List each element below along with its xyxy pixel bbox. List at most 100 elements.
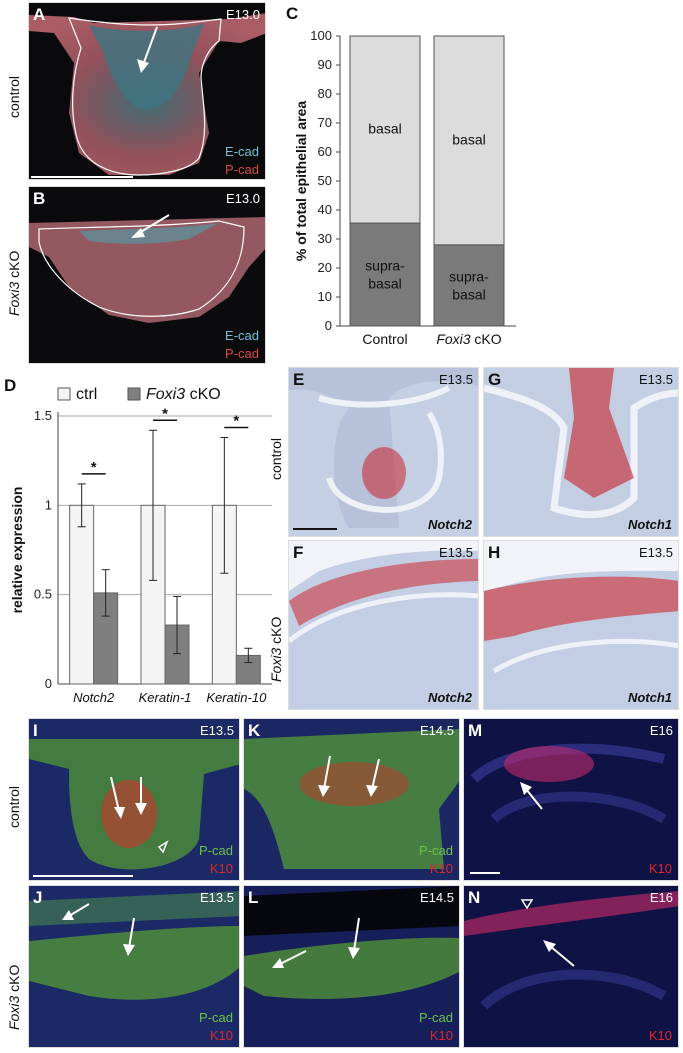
- c-ytick-label: 40: [318, 202, 332, 217]
- panel-i-image: I E13.5 P-cad K10: [28, 718, 240, 881]
- panel-b-stage: E13.0: [226, 191, 260, 206]
- panel-g-gene: Notch1: [627, 517, 672, 532]
- c-bar-basal: [433, 35, 505, 246]
- scale-bar: [293, 528, 337, 530]
- row-label-b: Foxi3 cKO: [6, 251, 22, 316]
- panel-h-letter: H: [488, 543, 501, 562]
- d-legend-ctrl: ctrl: [76, 386, 97, 403]
- panel-k-stain-pcad: P-cad: [419, 843, 453, 858]
- panel-k-image: K E14.5 P-cad K10: [243, 718, 460, 881]
- panel-f-letter: F: [293, 543, 304, 562]
- c-ytick-label: 100: [310, 28, 332, 43]
- row-label-b-gene: Foxi3: [6, 281, 22, 316]
- panel-e-gene: Notch2: [427, 517, 472, 532]
- row-label-b-suffix: cKO: [6, 250, 22, 282]
- panel-b-letter: B: [33, 189, 46, 208]
- c-bar-suprabasal: [349, 222, 421, 327]
- panel-b-micrograph: [29, 214, 265, 323]
- d-significance-star: *: [233, 412, 239, 429]
- d-significance-star: *: [162, 405, 168, 422]
- d-legend-swatch-ctrl: [57, 387, 71, 401]
- panel-f-stage: E13.5: [439, 545, 473, 560]
- panel-a-micrograph: [29, 13, 265, 178]
- c-ytick-label: 60: [318, 144, 332, 159]
- panel-l-letter: L: [248, 888, 259, 907]
- c-y-axis-label: % of total epithelial area: [293, 101, 309, 261]
- c-label-suprabasal-1: supra-: [365, 258, 405, 274]
- panel-d-letter: D: [4, 376, 17, 395]
- panel-m-letter: M: [468, 721, 483, 740]
- panel-k-stage: E14.5: [420, 723, 454, 738]
- panel-l-micrograph: [244, 886, 459, 999]
- d-ytick-label: 1: [45, 497, 52, 512]
- c-ytick-label: 70: [318, 115, 332, 130]
- panel-c-letter: C: [286, 4, 299, 23]
- panel-g-micrograph: [484, 368, 678, 519]
- c-label-suprabasal-1: supra-: [449, 268, 489, 284]
- panel-j-stage: E13.5: [200, 890, 234, 905]
- panel-b-image: B E13.0 E-cad P-cad: [28, 186, 266, 364]
- panel-f-image: F E13.5 Notch2: [288, 540, 479, 710]
- panel-l-image: L E14.5 P-cad K10: [243, 885, 460, 1048]
- chart-d: 0 0.5 1 1.5 relative expression ctrl Foxi3 cKO…: [9, 386, 272, 705]
- panel-e-micrograph: [289, 368, 478, 528]
- panel-a-letter: A: [33, 5, 46, 24]
- panel-i-stain-k10: K10: [209, 861, 233, 876]
- panel-g-letter: G: [488, 370, 502, 389]
- panel-m-stain-k10: K10: [648, 861, 672, 876]
- row-label-j: Foxi3 cKO: [6, 965, 22, 1030]
- d-legend-cko: Foxi3 cKO: [146, 386, 221, 403]
- panel-i-stain-pcad: P-cad: [199, 843, 233, 858]
- panel-b-stain-ecad: E-cad: [225, 328, 259, 343]
- c-ytick-label: 50: [318, 173, 332, 188]
- c-category-label: Foxi3 cKO: [436, 331, 501, 347]
- panel-h-image: H E13.5 Notch1: [483, 540, 679, 710]
- row-label-f-gene: Foxi3: [268, 647, 284, 682]
- panel-j-letter: J: [33, 888, 43, 907]
- panel-f-gene: Notch2: [427, 690, 472, 705]
- panel-l-stage: E14.5: [420, 890, 454, 905]
- panel-h-micrograph: [484, 541, 678, 674]
- panel-a-stage: E13.0: [226, 7, 260, 22]
- panel-l-stain-k10: K10: [429, 1028, 453, 1043]
- row-label-e: control: [268, 437, 284, 480]
- c-ytick-label: 10: [318, 289, 332, 304]
- d-ytick-label: 1.5: [34, 408, 52, 423]
- panel-i-letter: I: [33, 721, 38, 740]
- c-category-label: Control: [362, 331, 407, 347]
- row-label-f-suffix: cKO: [268, 616, 284, 648]
- panel-n-micrograph: [464, 891, 678, 1010]
- d-y-axis-label: relative expression: [9, 487, 25, 614]
- row-label-j-suffix: cKO: [6, 964, 22, 996]
- c-bar-basal: [349, 35, 421, 224]
- d-ytick-label: 0.5: [34, 587, 52, 602]
- c-label-suprabasal-2: basal: [452, 286, 485, 302]
- panel-i-stage: E13.5: [200, 723, 234, 738]
- c-label-basal: basal: [368, 121, 401, 137]
- panel-e-image: E E13.5 Notch2: [288, 367, 479, 537]
- c-ytick-label: 90: [318, 57, 332, 72]
- panel-i-micrograph: [29, 739, 239, 877]
- c-ytick-label: 80: [318, 86, 332, 101]
- c-ytick-label: 20: [318, 260, 332, 275]
- row-label-j-gene: Foxi3: [6, 995, 22, 1030]
- panel-n-stain-k10: K10: [648, 1028, 672, 1043]
- panel-a-image: A E13.0 E-cad P-cad: [28, 2, 266, 180]
- d-significance-star: *: [91, 459, 97, 476]
- d-bar-ctrl: [69, 504, 95, 685]
- panel-l-stain-pcad: P-cad: [419, 1010, 453, 1025]
- panel-m-micrograph: [470, 743, 667, 874]
- panel-h-gene: Notch1: [627, 690, 672, 705]
- panel-j-stain-k10: K10: [209, 1028, 233, 1043]
- panel-m-stage: E16: [649, 723, 673, 738]
- panel-e-letter: E: [293, 370, 305, 389]
- row-label-a: control: [6, 75, 22, 118]
- row-label-i: control: [6, 785, 22, 828]
- d-legend-swatch-cko: [127, 387, 141, 401]
- c-label-basal: basal: [452, 131, 485, 147]
- panel-j-micrograph: [29, 891, 239, 1000]
- panel-k-stain-k10: K10: [429, 861, 453, 876]
- d-category-label: Notch2: [73, 690, 115, 705]
- panel-n-image: N E16 K10: [463, 885, 679, 1048]
- panel-n-stage: E16: [649, 890, 673, 905]
